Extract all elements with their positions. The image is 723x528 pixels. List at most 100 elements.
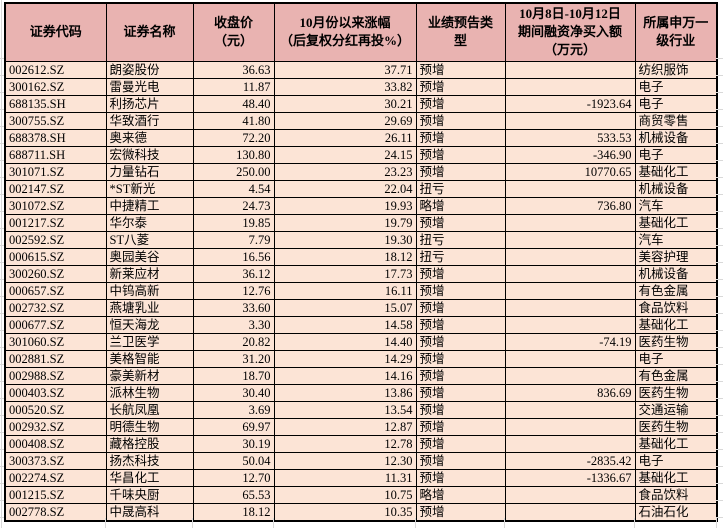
cell-name: 长航凤凰 [105,400,194,419]
cell-close: 65.53 [192,485,275,504]
gridline [0,126,4,127]
cell-gain: 12.30 [273,451,417,470]
gridline [0,381,4,382]
gridline [716,177,723,178]
cell-industry: 医药生物 [634,417,718,436]
cell-name: 奥园美谷 [105,247,194,266]
cell-gain: 12.78 [273,434,417,453]
table-row: 002988.SZ 豪美新材 18.70 14.16 预增 有色金属 [4,366,718,385]
cell-forecast: 预增 [415,145,506,164]
gridline [716,279,723,280]
cell-industry: 食品饮料 [634,298,718,317]
cell-forecast: 预增 [415,298,506,317]
cell-close: 3.69 [192,400,275,419]
gridline [634,518,635,528]
cell-forecast: 预增 [415,400,506,419]
cell-industry: 医药生物 [634,332,718,351]
cell-close: 16.56 [192,247,275,266]
gridline [716,262,723,263]
cell-netbuy: -74.19 [504,332,636,351]
gridline [716,194,723,195]
table-header: 证券代码 证券名称 收盘价 （元） 10月份以来涨幅 （后复权分红再投%） 业绩预告类 … [4,2,718,62]
cell-close: 12.76 [192,281,275,300]
cell-industry: 医药生物 [634,383,718,402]
table-row: 001217.SZ 华尔泰 19.85 19.79 预增 基础化工 [4,213,718,232]
cell-gain: 14.40 [273,332,417,351]
cell-close: 48.40 [192,94,275,113]
gridline [716,483,723,484]
cell-close: 4.54 [192,179,275,198]
table-row: 002881.SZ 美格智能 31.20 14.29 预增 电子 [4,349,718,368]
cell-forecast: 扭亏 [415,247,506,266]
gridline [0,194,4,195]
cell-industry: 基础化工 [634,162,718,181]
gridline [716,58,723,59]
cell-forecast: 略增 [415,196,506,215]
cell-forecast: 预增 [415,349,506,368]
table-row: 301072.SZ 中捷精工 24.73 19.93 略增 736.80 汽车 [4,196,718,215]
gridline [0,398,4,399]
cell-gain: 19.30 [273,230,417,249]
cell-forecast: 预增 [415,332,506,351]
cell-code: 000677.SZ [4,315,107,334]
cell-close: 72.20 [192,128,275,147]
gridline [0,483,4,484]
gridline [716,109,723,110]
table-row: 300755.SZ 华致酒行 41.80 29.69 预增 商贸零售 [4,111,718,130]
cell-netbuy [504,298,636,317]
cell-close: 7.79 [192,230,275,249]
cell-close: 19.85 [192,213,275,232]
table-row: 000520.SZ 长航凤凰 3.69 13.54 预增 交通运输 [4,400,718,419]
gridline [0,432,4,433]
cell-name: 宏微科技 [105,145,194,164]
cell-forecast: 扭亏 [415,230,506,249]
table-row: 002274.SZ 华昌化工 12.70 11.31 预增 -1336.67 基础化工 [4,468,718,487]
gridline [716,75,723,76]
cell-netbuy [504,111,636,130]
cell-industry: 汽车 [634,230,718,249]
gridline [0,262,4,263]
cell-name: 利扬芯片 [105,94,194,113]
cell-gain: 13.54 [273,400,417,419]
cell-name: 雷曼光电 [105,77,194,96]
cell-gain: 13.86 [273,383,417,402]
gridline [1,0,2,528]
cell-gain: 12.87 [273,417,417,436]
cell-forecast: 预增 [415,162,506,181]
cell-forecast: 预增 [415,451,506,470]
cell-name: 豪美新材 [105,366,194,385]
cell-code: 002732.SZ [4,298,107,317]
cell-netbuy [504,264,636,283]
gridline [716,500,723,501]
cell-code: 301060.SZ [4,332,107,351]
cell-code: 002274.SZ [4,468,107,487]
cell-name: 朗姿股份 [105,60,194,79]
cell-forecast: 略增 [415,485,506,504]
gridline [716,330,723,331]
cell-industry: 基础化工 [634,213,718,232]
gridline [0,347,4,348]
cell-industry: 石油石化 [634,502,718,522]
table-row: 000657.SZ 中钨高新 12.76 16.11 预增 有色金属 [4,281,718,300]
cell-industry: 机械设备 [634,264,718,283]
cell-netbuy [504,400,636,419]
gridline [716,517,723,518]
table-row: 301060.SZ 兰卫医学 20.82 14.40 预增 -74.19 医药生物 [4,332,718,351]
cell-code: 000408.SZ [4,434,107,453]
cell-code: 300755.SZ [4,111,107,130]
cell-industry: 汽车 [634,196,718,215]
gridline [0,279,4,280]
cell-gain: 15.07 [273,298,417,317]
cell-industry: 食品饮料 [634,485,718,504]
gridline [0,228,4,229]
gridline [0,160,4,161]
cell-forecast: 扭亏 [415,179,506,198]
cell-name: 力量钻石 [105,162,194,181]
cell-close: 69.97 [192,417,275,436]
cell-forecast: 预增 [415,502,506,522]
gridline [716,381,723,382]
cell-netbuy: 10770.65 [504,162,636,181]
cell-industry: 电子 [634,145,718,164]
cell-netbuy [504,77,636,96]
cell-gain: 19.93 [273,196,417,215]
